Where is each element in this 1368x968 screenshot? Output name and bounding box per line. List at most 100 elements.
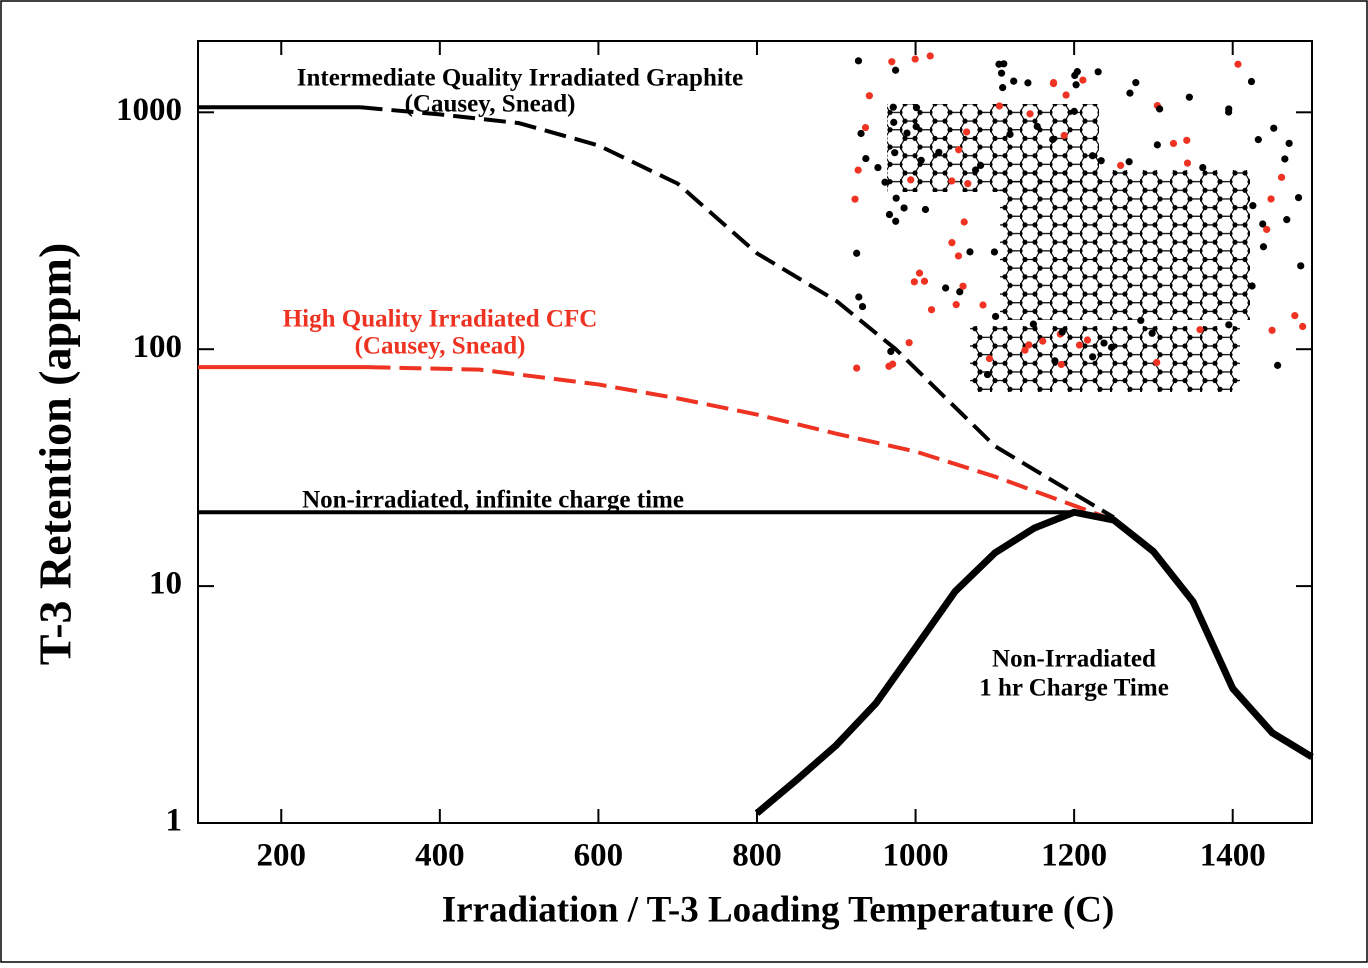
atom (903, 129, 911, 137)
x-tick-label: 400 (415, 838, 465, 874)
atom (1270, 124, 1278, 132)
atom (1285, 139, 1293, 147)
atom (956, 288, 964, 296)
atom (966, 248, 974, 256)
annotation: Intermediate Quality Irradiated Graphite (297, 65, 743, 92)
atom (1249, 202, 1257, 210)
atom (917, 156, 925, 164)
atom (1107, 343, 1116, 351)
atom (985, 355, 994, 363)
atom (888, 58, 896, 66)
atom (1033, 122, 1041, 131)
atom (1263, 225, 1271, 234)
atom (948, 177, 956, 185)
atom (1051, 357, 1059, 365)
atom (997, 69, 1006, 77)
atom (853, 364, 861, 372)
atom (990, 248, 999, 256)
atom (905, 339, 913, 347)
atom (935, 148, 943, 156)
atom (881, 178, 889, 186)
atom (889, 360, 897, 368)
atom (1274, 361, 1282, 369)
x-tick-label: 600 (574, 838, 624, 874)
atom (1137, 316, 1145, 325)
atom (1183, 159, 1192, 167)
atom (912, 104, 921, 112)
atom (1153, 141, 1161, 149)
atom (1283, 216, 1291, 224)
atom (921, 205, 930, 214)
atom (891, 149, 899, 157)
atom (1126, 89, 1134, 97)
series-line (368, 365, 1115, 522)
atom (1196, 326, 1204, 334)
atom (1049, 78, 1058, 87)
atom (1267, 195, 1275, 203)
annotation: Non-irradiated, infinite charge time (302, 487, 684, 514)
atom (1185, 93, 1193, 101)
atom (887, 347, 895, 355)
atom (1225, 321, 1233, 329)
atom (1097, 157, 1105, 165)
atom (995, 60, 1003, 68)
graphite-illustration (851, 52, 1307, 392)
atom (1268, 326, 1276, 334)
atom (1079, 76, 1087, 84)
atom (1277, 173, 1286, 181)
atom (1039, 337, 1047, 345)
y-axis-label: T-3 Retention (appm) (30, 243, 81, 666)
atom (920, 277, 929, 285)
atom (910, 278, 918, 286)
x-tick-label: 1200 (1041, 838, 1107, 874)
atom (1060, 131, 1068, 140)
atom (1148, 329, 1156, 337)
atom (1291, 312, 1299, 320)
atom (942, 284, 950, 292)
atom (1234, 60, 1242, 68)
atom (952, 301, 960, 309)
atom (1297, 262, 1305, 270)
atom (1029, 320, 1037, 328)
atom (999, 84, 1007, 92)
atom (1183, 136, 1191, 144)
atom (1071, 71, 1079, 80)
atom (1062, 91, 1070, 99)
series-line (360, 105, 1115, 520)
atom (854, 166, 862, 174)
y-tick-label: 100 (133, 329, 183, 365)
atom (1132, 79, 1140, 87)
atom (1259, 220, 1267, 228)
x-tick-label: 800 (732, 838, 782, 874)
annotation: 1 hr Charge Time (979, 675, 1169, 702)
atom (865, 92, 873, 100)
atom (891, 66, 900, 74)
atom (907, 176, 915, 184)
atom (976, 161, 985, 170)
atom (855, 293, 863, 301)
atom (862, 154, 870, 163)
atom (853, 249, 861, 257)
atom (1169, 139, 1178, 148)
atom (1010, 77, 1018, 85)
x-tick-label: 200 (257, 838, 307, 874)
atom (926, 52, 934, 60)
x-axis-label: Irradiation / T-3 Loading Temperature (C… (442, 889, 1115, 930)
atom (959, 282, 967, 290)
atom (979, 301, 987, 309)
atom (1294, 194, 1303, 202)
atom (1153, 358, 1161, 367)
atom (971, 166, 980, 174)
atom (1225, 108, 1233, 116)
atom (1024, 79, 1032, 87)
annotation: (Causey, Snead) (405, 91, 576, 118)
atom (948, 239, 956, 247)
atom (1254, 136, 1262, 144)
atom (851, 195, 859, 203)
annotation: (Causey, Snead) (355, 333, 526, 360)
atom (960, 218, 968, 226)
atom (854, 57, 863, 65)
